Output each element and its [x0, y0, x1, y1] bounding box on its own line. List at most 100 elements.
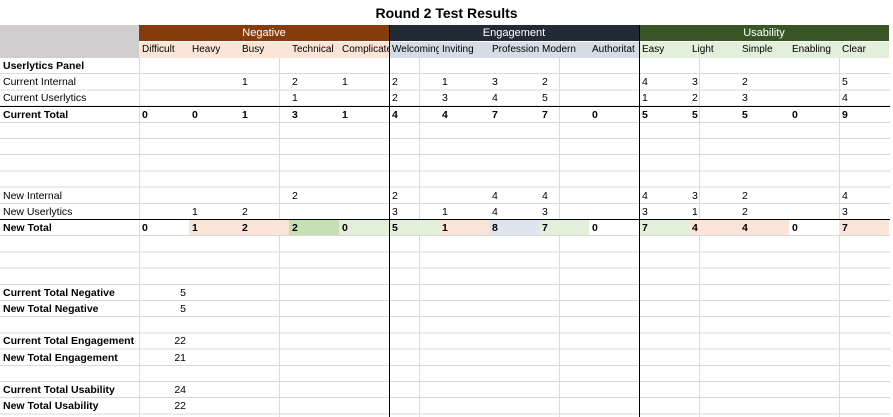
cell: 5 [392, 222, 398, 234]
cell: 7 [542, 108, 548, 121]
row-label: Current Userlytics [3, 92, 87, 105]
cell-fill [539, 220, 589, 235]
cell: 0 [142, 222, 148, 234]
cell-fill [639, 220, 689, 235]
cell-fill [489, 220, 539, 235]
column-header: Professiona [489, 42, 539, 58]
cell-fill [689, 220, 739, 235]
cell: 2 [742, 205, 748, 218]
cell: 1 [292, 92, 298, 105]
cell: 5 [742, 108, 748, 121]
row-label: Userlytics Panel [3, 60, 85, 72]
cell: 5 [842, 76, 848, 89]
cell: 9 [842, 108, 848, 121]
cell: 5 [542, 92, 548, 105]
summary-value: 21 [174, 351, 186, 364]
column-header: Simple [739, 42, 789, 58]
summary-label: New Total Negative [3, 303, 99, 315]
column-header: Busy [239, 42, 289, 58]
row-label: Current Internal [3, 76, 76, 89]
cell: 2 [292, 222, 298, 234]
cell: 4 [692, 222, 698, 234]
cell: 1 [192, 205, 198, 218]
summary-label: Current Total Usability [3, 384, 115, 396]
summary-value: 5 [180, 303, 186, 315]
cell: 3 [742, 92, 748, 105]
column-header: Difficult [139, 42, 189, 58]
cell: 3 [492, 76, 498, 89]
group-divider [389, 25, 390, 417]
total-border [0, 219, 890, 220]
summary-label: New Total Usability [3, 400, 99, 413]
cell: 4 [742, 222, 748, 234]
total-border [0, 105, 890, 107]
column-header: Modern [539, 42, 589, 58]
cell: 4 [642, 76, 648, 89]
cell: 7 [542, 222, 548, 234]
cell: 4 [642, 189, 648, 202]
cell: 0 [342, 222, 348, 234]
cell: 0 [792, 108, 798, 121]
cell: 4 [842, 92, 848, 105]
cell: 3 [442, 92, 448, 105]
cell: 4 [842, 189, 848, 202]
cell: 3 [292, 108, 298, 121]
cell: 1 [642, 92, 648, 105]
cell: 2 [742, 76, 748, 89]
cell-fill [289, 220, 339, 235]
cell: 1 [242, 108, 248, 121]
cell-fill [339, 220, 389, 235]
row-label: Current Total [3, 108, 69, 121]
cell: 0 [192, 108, 198, 121]
cell: 4 [492, 205, 498, 218]
cell-fill [439, 220, 489, 235]
cell: 4 [442, 108, 448, 121]
cell: 3 [542, 205, 548, 218]
cell: 0 [592, 108, 598, 121]
column-header: Inviting [439, 42, 489, 58]
cell: 1 [342, 76, 348, 89]
summary-value: 5 [180, 286, 186, 299]
column-header: Light [689, 42, 739, 58]
cell: 2 [242, 205, 248, 218]
cell-fill [839, 220, 889, 235]
cell: 3 [692, 189, 698, 202]
cell: 0 [142, 108, 148, 121]
column-header: Clear [839, 42, 889, 58]
cell-fill [189, 220, 239, 235]
column-header: Enabling [789, 42, 839, 58]
cell: 3 [692, 76, 698, 89]
cell: 3 [392, 205, 398, 218]
summary-value: 22 [174, 400, 186, 413]
cell: 7 [642, 222, 648, 234]
column-header: Complicate [339, 42, 389, 58]
header-corner [0, 25, 139, 58]
cell: 4 [392, 108, 398, 121]
cell: 1 [192, 222, 198, 234]
title: Round 2 Test Results [375, 5, 518, 21]
cell: 2 [692, 92, 698, 105]
cell: 2 [242, 222, 248, 234]
group-header: Usability [639, 25, 889, 41]
row-label: New Internal [3, 189, 62, 202]
cell: 2 [542, 76, 548, 89]
column-header: Heavy [189, 42, 239, 58]
column-header: Welcoming [389, 42, 439, 58]
cell: 5 [642, 108, 648, 121]
grid [0, 58, 890, 417]
cell: 1 [442, 205, 448, 218]
cell: 5 [692, 108, 698, 121]
cell: 1 [242, 76, 248, 89]
row-label: New Userlytics [3, 205, 73, 218]
summary-label: Current Total Engagement [3, 335, 135, 348]
cell: 0 [592, 222, 598, 234]
group-divider [639, 25, 640, 417]
cell: 1 [692, 205, 698, 218]
group-header: Engagement [389, 25, 639, 41]
cell-fill [389, 220, 439, 235]
cell: 2 [392, 92, 398, 105]
cell: 2 [292, 76, 298, 89]
cell: 1 [442, 76, 448, 89]
cell: 2 [742, 189, 748, 202]
cell: 8 [492, 222, 498, 234]
